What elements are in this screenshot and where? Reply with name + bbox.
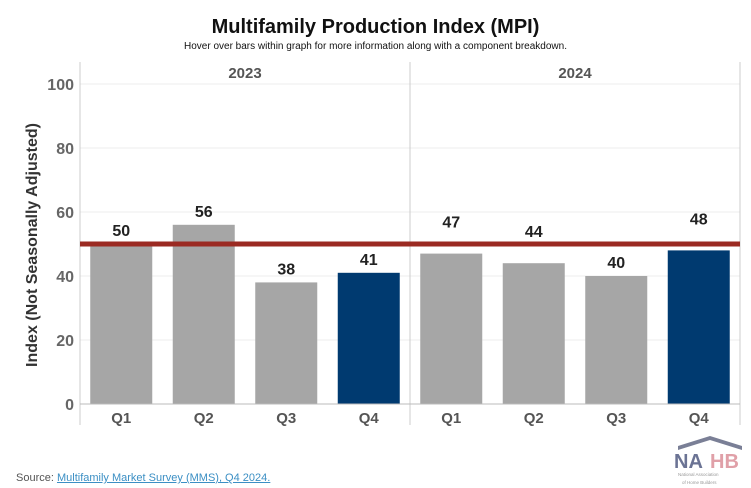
data-label: 40: [607, 255, 625, 272]
bar-2024-Q1: [420, 253, 483, 404]
source-note: Source: Multifamily Market Survey (MMS),…: [16, 472, 270, 484]
y-axis-label: Index (Not Seasonally Adjusted): [24, 123, 41, 367]
y-tick-label: 100: [47, 77, 74, 94]
nahb-logo: NA HB National Association of Home Build…: [674, 436, 742, 485]
x-tick-label: Q1: [441, 410, 461, 427]
bar-chart: 0 20 40 60 80 100 Index (Not Seasonally Adjust…: [24, 62, 741, 427]
svg-text:HB: HB: [710, 451, 739, 473]
source-link[interactable]: Multifamily Market Survey (MMS), Q4 2024…: [56, 472, 271, 484]
y-tick-label: 20: [56, 333, 74, 350]
svg-text:NA: NA: [674, 451, 703, 473]
panel-label: 2024: [558, 65, 592, 82]
bar-2023-Q4: [337, 272, 400, 404]
bar-2024-Q3: [585, 276, 648, 404]
chart-title: Multifamily Production Index (MPI): [211, 16, 540, 38]
data-label: 41: [360, 252, 378, 269]
x-tick-label: Q3: [276, 410, 296, 427]
bar-2023-Q2: [172, 224, 235, 404]
y-tick-label: 60: [56, 205, 74, 222]
data-label: 47: [442, 215, 460, 232]
y-tick-label: 80: [56, 141, 74, 158]
x-tick-label: Q4: [359, 410, 380, 427]
bar-2024-Q4: [667, 250, 730, 404]
x-tick-label: Q2: [194, 410, 214, 427]
source-label: Source:: [16, 472, 54, 484]
svg-text:National Association: National Association: [678, 472, 719, 477]
data-label: 50: [112, 223, 130, 240]
y-tick-label: 0: [65, 397, 74, 414]
bar-2023-Q1: [90, 244, 153, 404]
y-tick-label: 40: [56, 269, 74, 286]
x-tick-label: Q1: [111, 410, 131, 427]
svg-text:of Home Builders: of Home Builders: [682, 480, 717, 485]
data-label: 48: [690, 211, 708, 228]
data-label: 56: [195, 204, 213, 221]
panel-label: 2023: [228, 65, 261, 82]
bar-2023-Q3: [255, 282, 318, 404]
chart-subtitle: Hover over bars within graph for more in…: [184, 41, 567, 52]
data-label: 44: [525, 224, 543, 241]
bar-2024-Q2: [502, 263, 565, 404]
x-tick-label: Q4: [689, 410, 710, 427]
x-tick-label: Q2: [524, 410, 544, 427]
data-label: 38: [277, 261, 295, 278]
x-tick-label: Q3: [606, 410, 626, 427]
